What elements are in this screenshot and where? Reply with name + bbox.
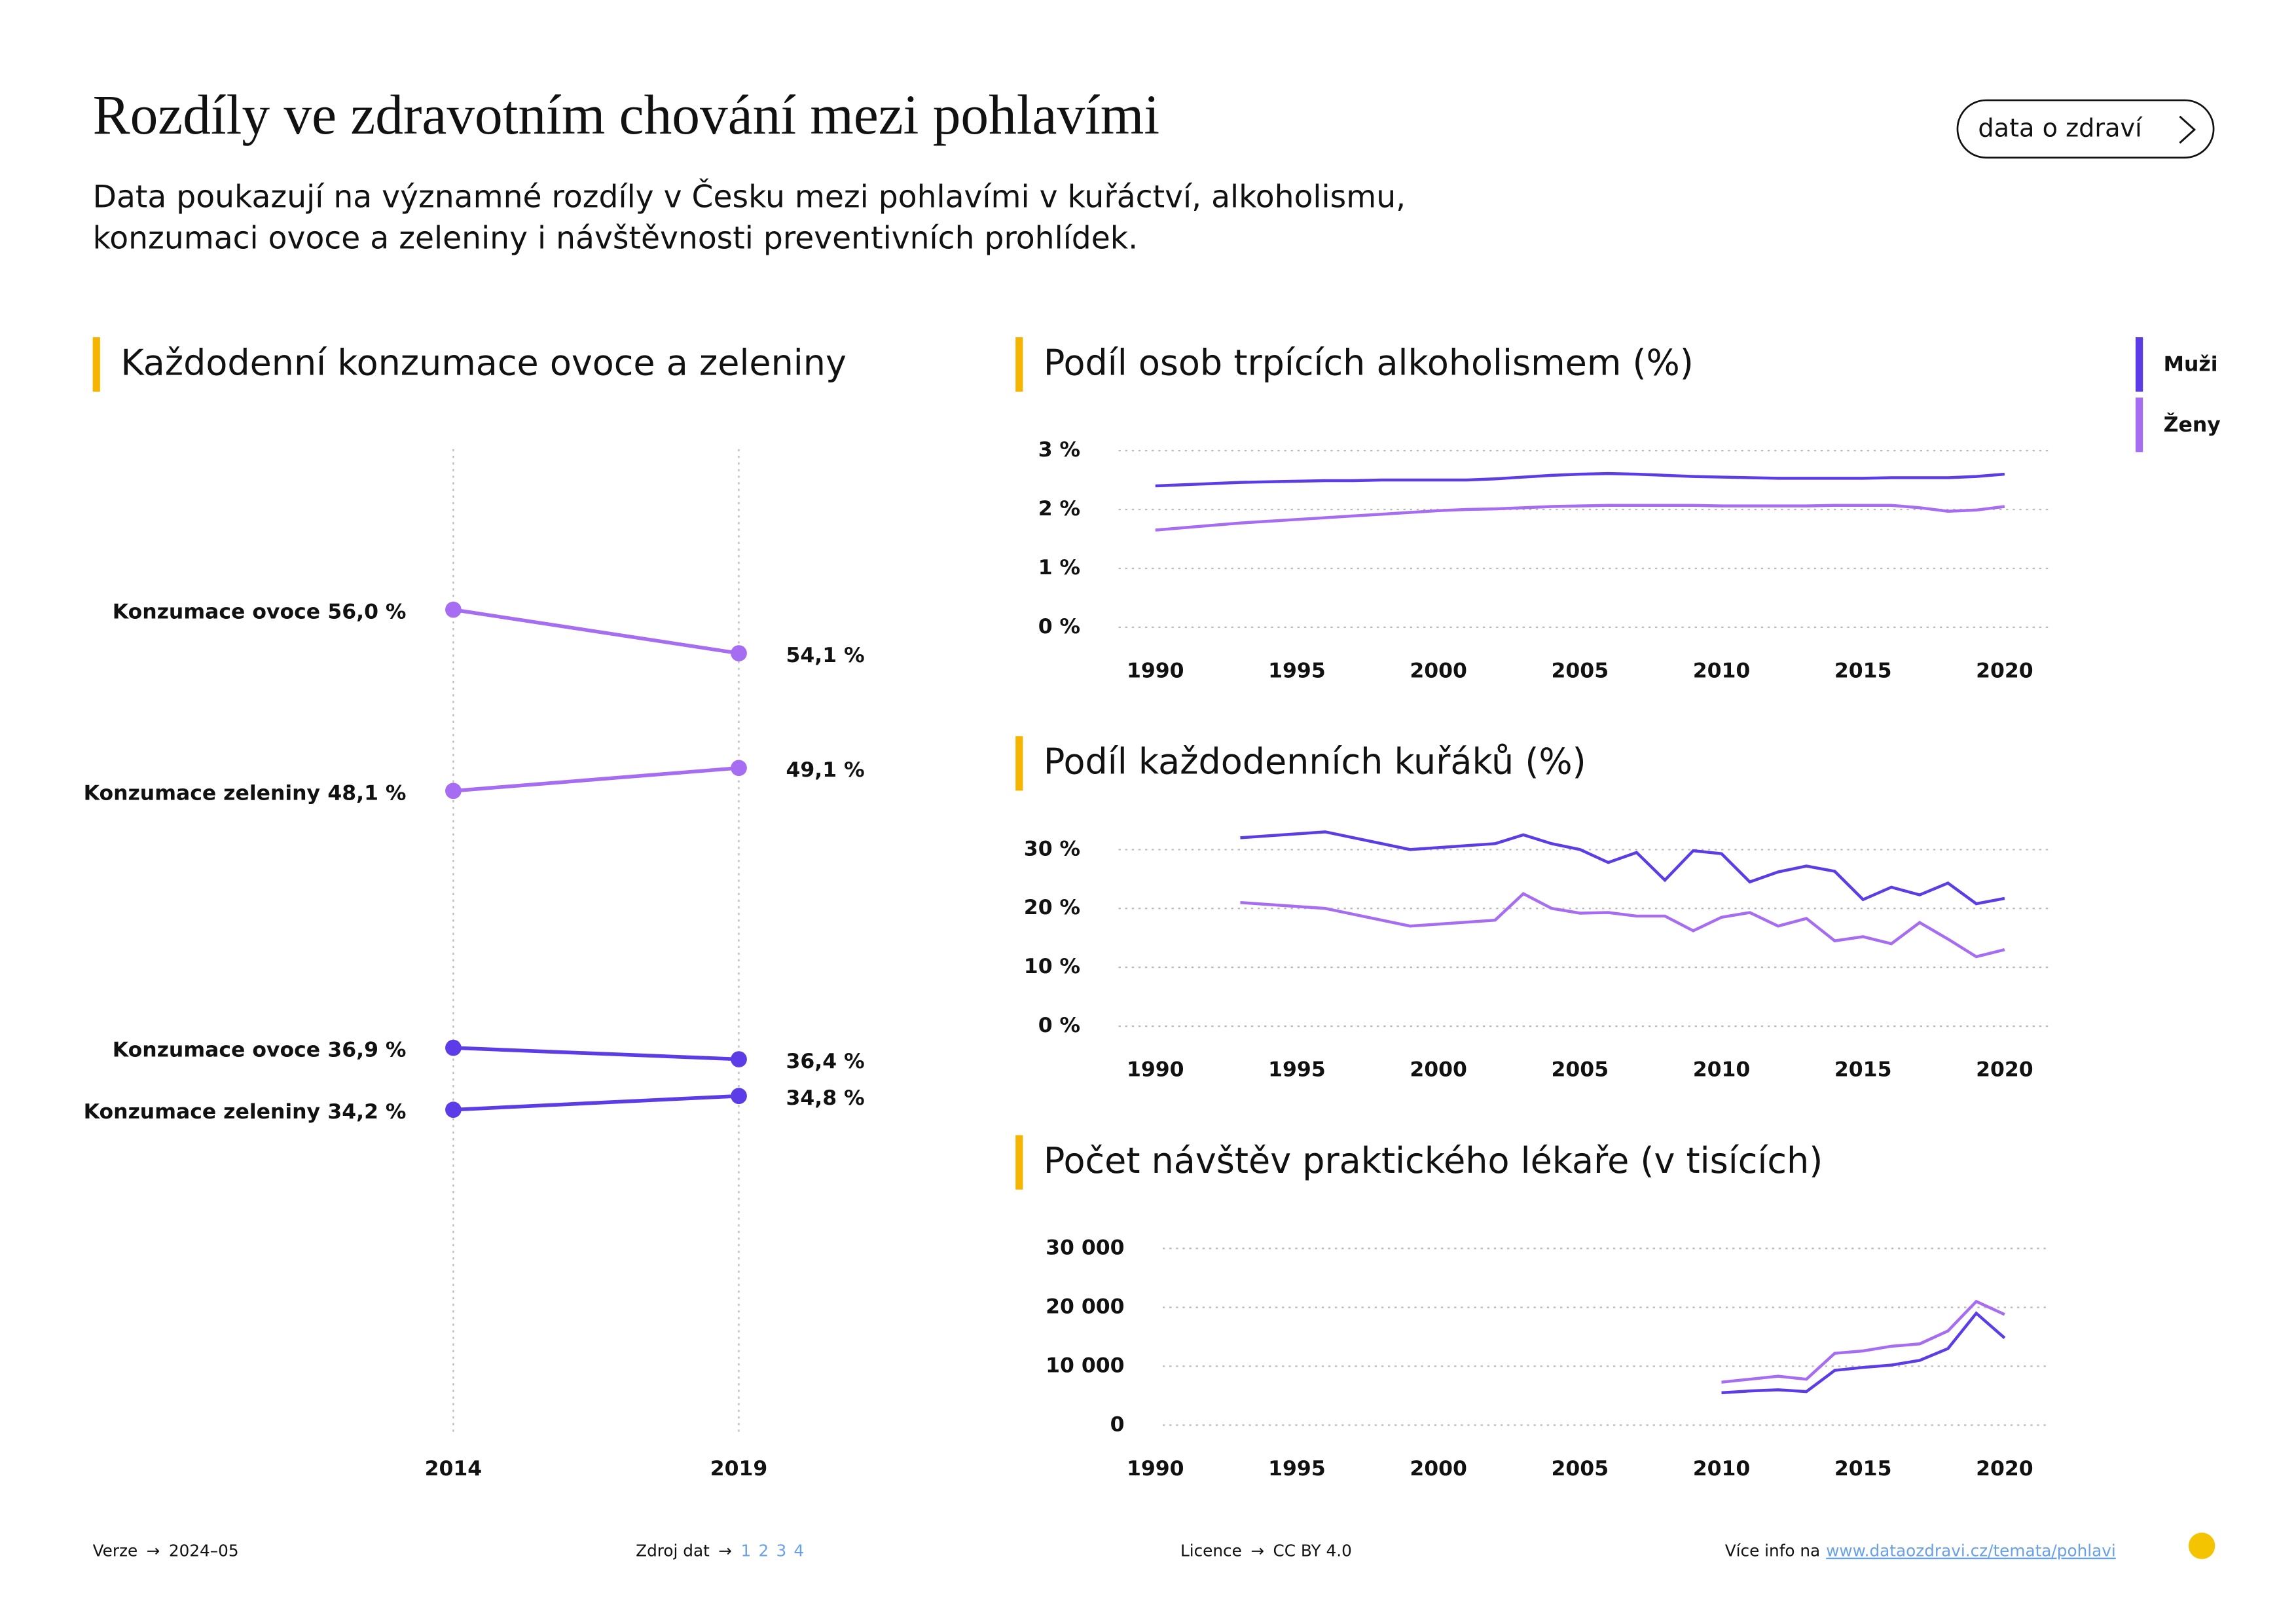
series-name: Konzumace ovoce (113, 1039, 320, 1062)
x-tick-label: 2005 (1552, 659, 1609, 682)
data-label: 49,1 % (786, 758, 864, 782)
x-tick-label: 2015 (1834, 1457, 1892, 1481)
accent (92, 337, 100, 392)
x-tick-label: 2020 (1976, 659, 2033, 682)
data-label: Konzumace ovoce 36,9 % (113, 1039, 407, 1062)
logo (2188, 1532, 2215, 1559)
slope-line (453, 766, 739, 793)
point (445, 1101, 462, 1118)
value-label: 48,1 % (327, 781, 406, 805)
x-tick-label: 2010 (1693, 1058, 1751, 1082)
legend-label: Muži (2164, 353, 2218, 377)
point (731, 1088, 747, 1105)
y-tick-label: 20 % (1024, 896, 1080, 919)
y-tick-label: 0 (1110, 1412, 1125, 1436)
point (445, 783, 462, 800)
button[interactable]: data o zdraví (1956, 99, 2215, 159)
x-tick-label: 1990 (1127, 1457, 1184, 1481)
footer: Verze → 2024–05 Zdroj dat → 1 2 3 4 Licence → CC … (93, 1532, 2215, 1560)
series-line (1155, 471, 2005, 488)
accent (1015, 1135, 1023, 1190)
point (445, 1039, 462, 1056)
data-label: 36,4 % (786, 1050, 864, 1073)
footer-label: Více info na www.dataozdravi.cz/temata/po… (1725, 1541, 2116, 1560)
x-tick-label: 2020 (1976, 1457, 2033, 1481)
point (731, 1051, 747, 1067)
y-tick-label: 30 000 (1046, 1236, 1124, 1260)
series-line (1155, 504, 2005, 532)
slope-line (453, 1046, 739, 1061)
y-tick-label: 0 % (1038, 615, 1080, 638)
series-name: Konzumace zeleniny (84, 781, 320, 805)
series-line (1721, 1311, 2006, 1395)
x-tick-label: 2000 (1410, 659, 1467, 682)
x-tick-label: 2005 (1552, 1058, 1609, 1082)
x-tick-label: 2010 (1693, 659, 1751, 682)
data-label: 54,1 % (786, 644, 864, 667)
y-tick-label: 2 % (1038, 497, 1080, 521)
accent (1015, 736, 1023, 791)
series-line (1240, 830, 2005, 906)
series-line (1721, 1299, 2005, 1384)
panel-title: Podíl osob trpících alkoholismem (%) (1044, 342, 1694, 383)
value-label: 36,9 % (327, 1039, 406, 1062)
x-tick-label: 2000 (1410, 1058, 1467, 1082)
x-tick-label: 2010 (1693, 1457, 1751, 1481)
value-label: 56,0 % (327, 600, 406, 624)
y-tick-label: 1 % (1038, 556, 1080, 580)
data-label: 34,8 % (786, 1086, 864, 1110)
footer-label: Licence → CC BY 4.0 (1180, 1541, 1352, 1560)
accent (1015, 337, 1023, 392)
x-tick-label: 1995 (1268, 1058, 1326, 1082)
legend-swatch (2135, 397, 2143, 452)
x-tick-label: 1995 (1268, 659, 1326, 682)
y-tick-label: 10 % (1024, 955, 1080, 978)
data-label: Konzumace ovoce 56,0 % (113, 600, 407, 624)
button-label[interactable]: data o zdraví (1978, 115, 2143, 143)
x-tick-label: 2015 (1834, 1058, 1892, 1082)
x-tick-label: 1990 (1127, 1058, 1184, 1082)
panel-title: Podíl každodenních kuřáků (%) (1044, 741, 1586, 783)
x-tick-label: 2019 (710, 1457, 768, 1481)
value-label: 34,2 % (327, 1100, 406, 1124)
page-title: Rozdíly ve zdravotním chování mezi pohla… (93, 84, 1159, 146)
point (731, 760, 747, 777)
x-tick-label: 2015 (1834, 659, 1892, 682)
point (445, 601, 462, 618)
footer-label: Zdroj dat → 1 2 3 4 (636, 1541, 804, 1560)
subtitle: Data poukazují na významné rozdíly v Čes… (93, 178, 1406, 215)
button-frame[interactable] (1956, 99, 2215, 159)
x-tick-label: 1990 (1127, 659, 1184, 682)
point (731, 645, 747, 661)
y-tick-label: 0 % (1038, 1014, 1080, 1037)
y-tick-label: 30 % (1024, 837, 1080, 860)
y-tick-label: 20 000 (1046, 1295, 1124, 1318)
x-tick-label: 2000 (1410, 1457, 1467, 1481)
subtitle: konzumaci ovoce a zeleniny i návštěvnost… (93, 221, 1139, 257)
x-tick-label: 1995 (1268, 1457, 1326, 1481)
series-name: Konzumace zeleniny (84, 1100, 320, 1124)
data-label: Konzumace zeleniny 48,1 % (84, 781, 407, 805)
series-name: Konzumace ovoce (113, 600, 320, 624)
legend-swatch (2135, 337, 2143, 392)
x-tick-label: 2014 (425, 1457, 483, 1481)
slope-line (452, 608, 739, 655)
x-tick-label: 2005 (1552, 1457, 1609, 1481)
panel-title: Počet návštěv praktického lékaře (v tisí… (1044, 1140, 1823, 1181)
y-tick-label: 3 % (1038, 438, 1080, 462)
slope-line (453, 1094, 739, 1112)
legend-label: Ženy (2164, 412, 2221, 437)
panel-title: Každodenní konzumace ovoce a zeleniny (120, 342, 847, 383)
series-line (1240, 892, 2005, 959)
button-arrow[interactable] (2179, 115, 2196, 144)
footer-label: Verze → 2024–05 (93, 1541, 239, 1560)
y-tick-label: 10 000 (1046, 1354, 1124, 1377)
data-label: Konzumace zeleniny 34,2 % (84, 1100, 407, 1124)
x-tick-label: 2020 (1976, 1058, 2033, 1082)
